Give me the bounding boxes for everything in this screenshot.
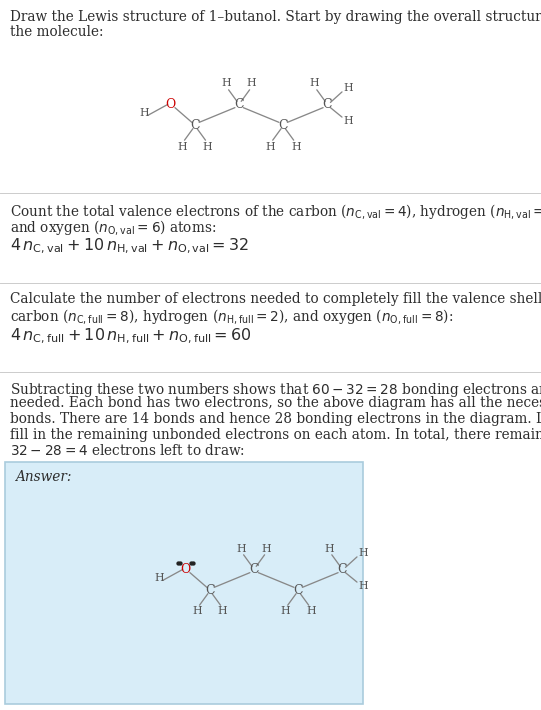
Text: H: H bbox=[193, 606, 202, 616]
Text: Calculate the number of electrons needed to completely fill the valence shells f: Calculate the number of electrons needed… bbox=[10, 292, 541, 306]
Text: and oxygen ($n_{\mathrm{O,val}}=6$) atoms:: and oxygen ($n_{\mathrm{O,val}}=6$) atom… bbox=[10, 217, 216, 236]
Text: Draw the Lewis structure of 1–butanol. Start by drawing the overall structure of: Draw the Lewis structure of 1–butanol. S… bbox=[10, 10, 541, 24]
Text: H: H bbox=[247, 79, 256, 89]
Text: Count the total valence electrons of the carbon ($n_{\mathrm{C,val}}=4$), hydrog: Count the total valence electrons of the… bbox=[10, 202, 541, 221]
Text: Answer:: Answer: bbox=[15, 470, 71, 484]
Text: bonds. There are 14 bonds and hence 28 bonding electrons in the diagram. Lastly,: bonds. There are 14 bonds and hence 28 b… bbox=[10, 412, 541, 426]
Text: O: O bbox=[181, 563, 191, 576]
Text: H: H bbox=[155, 573, 164, 583]
Text: H: H bbox=[344, 82, 353, 93]
Text: H: H bbox=[140, 108, 149, 118]
FancyBboxPatch shape bbox=[5, 462, 363, 704]
Text: H: H bbox=[222, 79, 232, 89]
Text: H: H bbox=[237, 543, 246, 554]
Text: H: H bbox=[344, 116, 353, 126]
Text: H: H bbox=[310, 79, 320, 89]
Text: the molecule:: the molecule: bbox=[10, 26, 103, 40]
Text: C: C bbox=[279, 119, 288, 132]
Text: C: C bbox=[338, 563, 347, 576]
Text: C: C bbox=[249, 563, 259, 576]
Text: H: H bbox=[177, 141, 187, 151]
Text: Subtracting these two numbers shows that $60-32=28$ bonding electrons are: Subtracting these two numbers shows that… bbox=[10, 381, 541, 399]
Text: H: H bbox=[325, 543, 334, 554]
Text: C: C bbox=[205, 584, 215, 597]
Text: H: H bbox=[359, 547, 368, 557]
Text: needed. Each bond has two electrons, so the above diagram has all the necessary: needed. Each bond has two electrons, so … bbox=[10, 396, 541, 410]
Text: $32-28=4$ electrons left to draw:: $32-28=4$ electrons left to draw: bbox=[10, 443, 245, 458]
Text: C: C bbox=[190, 119, 200, 132]
Text: H: H bbox=[218, 606, 227, 616]
Text: H: H bbox=[203, 141, 213, 151]
Text: H: H bbox=[262, 543, 272, 554]
Text: fill in the remaining unbonded electrons on each atom. In total, there remain: fill in the remaining unbonded electrons… bbox=[10, 427, 541, 442]
Text: H: H bbox=[266, 141, 275, 151]
Text: C: C bbox=[234, 98, 244, 111]
Text: C: C bbox=[293, 584, 303, 597]
Text: H: H bbox=[291, 141, 301, 151]
Text: C: C bbox=[322, 98, 332, 111]
Text: H: H bbox=[306, 606, 315, 616]
Text: $4\,n_{\mathrm{C,val}}+10\,n_{\mathrm{H,val}}+n_{\mathrm{O,val}}=32$: $4\,n_{\mathrm{C,val}}+10\,n_{\mathrm{H,… bbox=[10, 237, 249, 256]
Text: H: H bbox=[359, 581, 368, 591]
Text: H: H bbox=[281, 606, 291, 616]
Text: $4\,n_{\mathrm{C,full}}+10\,n_{\mathrm{H,full}}+n_{\mathrm{O,full}}=60$: $4\,n_{\mathrm{C,full}}+10\,n_{\mathrm{H… bbox=[10, 327, 252, 346]
Text: carbon ($n_{\mathrm{C,full}}=8$), hydrogen ($n_{\mathrm{H,full}}=2$), and oxygen: carbon ($n_{\mathrm{C,full}}=8$), hydrog… bbox=[10, 307, 453, 327]
Text: O: O bbox=[166, 98, 176, 111]
